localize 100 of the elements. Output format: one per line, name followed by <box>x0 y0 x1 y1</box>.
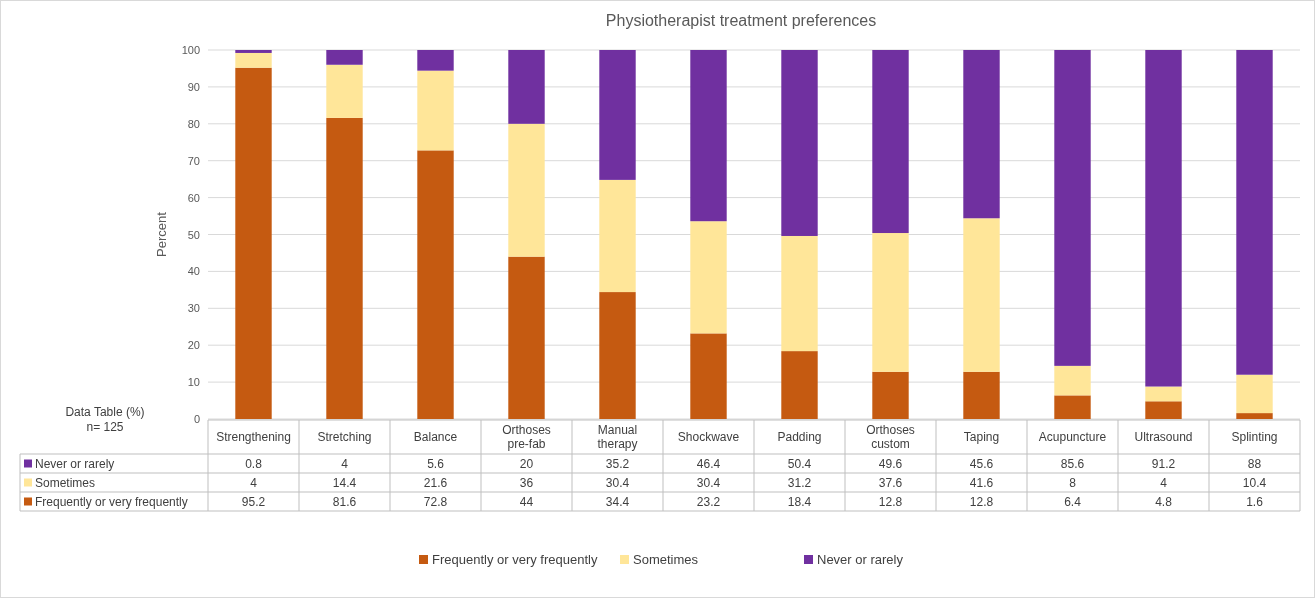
bar <box>1145 401 1182 419</box>
x-tick-label: Shockwave <box>677 430 740 444</box>
y-tick-label: 60 <box>187 191 200 204</box>
text: n= 125 <box>86 420 124 434</box>
data-label: 23.2 <box>696 494 721 509</box>
bar <box>781 235 818 352</box>
bar <box>1236 50 1273 375</box>
x-tick-label: Stretching <box>317 430 372 444</box>
bar <box>599 50 636 180</box>
x-tick-label: Manual therapy <box>597 423 638 451</box>
bar <box>326 117 363 419</box>
bar <box>417 50 454 71</box>
x-tick-label: Strengthening <box>216 430 291 444</box>
x-tick-label: Taping <box>963 430 1000 444</box>
data-label: 88 <box>1247 456 1262 471</box>
data-label: 41.6 <box>969 475 994 490</box>
data-label: 4 <box>250 475 258 490</box>
data-label: 35.2 <box>605 456 630 471</box>
bar <box>508 50 545 124</box>
bar <box>1236 374 1273 414</box>
bar <box>417 70 454 151</box>
y-tick-label: 100 <box>181 44 200 56</box>
data-label: 30.4 <box>605 475 630 490</box>
y-tick-label: 0 <box>193 413 200 425</box>
bar <box>963 50 1000 219</box>
y-tick-label: 30 <box>187 302 200 315</box>
bar <box>963 218 1000 372</box>
bar <box>417 150 454 419</box>
chart-title: Physiotherapist treatment preferences <box>605 12 877 29</box>
bar <box>235 67 272 419</box>
bar <box>1236 413 1273 419</box>
data-label: 1.6 <box>1246 494 1264 509</box>
y-axis-title: Percent <box>154 211 169 257</box>
legend-label: Frequently or very frequently <box>35 494 188 509</box>
data-label: 50.4 <box>787 456 812 471</box>
data-label: 81.6 <box>332 494 357 509</box>
x-tick-label: Padding <box>777 430 822 444</box>
data-label: 45.6 <box>969 456 994 471</box>
y-tick-label: 70 <box>187 154 200 167</box>
y-tick-label: 20 <box>187 339 200 352</box>
text: Data Table (%) <box>65 405 145 419</box>
data-label: 30.4 <box>696 475 721 490</box>
data-label: 34.4 <box>605 494 630 509</box>
x-tick-label: Ultrasound <box>1134 430 1193 444</box>
legend-label: Never or rarely <box>35 456 115 471</box>
data-label: 6.4 <box>1064 494 1082 509</box>
data-label: 14.4 <box>332 475 357 490</box>
bar <box>235 50 272 53</box>
bar <box>781 50 818 236</box>
data-label: 44 <box>519 494 534 509</box>
y-tick-label: 50 <box>187 228 200 241</box>
bar <box>1145 50 1182 387</box>
x-tick-label: Orthoses pre-fab <box>502 423 551 451</box>
data-label: 91.2 <box>1151 456 1176 471</box>
data-label: 8 <box>1069 475 1077 490</box>
bar <box>690 50 727 222</box>
bar <box>872 233 909 372</box>
bar <box>326 64 363 118</box>
bar <box>235 52 272 68</box>
bar <box>781 351 818 419</box>
text: Sometimes <box>35 475 96 490</box>
bar <box>963 371 1000 419</box>
bar <box>508 123 545 257</box>
data-label: 0.8 <box>245 456 263 471</box>
bar <box>1054 395 1091 419</box>
bar <box>690 221 727 334</box>
bar <box>508 256 545 419</box>
bar <box>690 333 727 419</box>
data-label: 72.8 <box>423 494 448 509</box>
bar <box>1145 386 1182 402</box>
y-tick-label: 10 <box>187 376 200 389</box>
y-tick-label: 40 <box>187 265 200 278</box>
x-tick-label: Balance <box>413 430 458 444</box>
data-label: 46.4 <box>696 456 721 471</box>
data-label: 12.8 <box>969 494 994 509</box>
bar <box>1054 365 1091 396</box>
x-tick-label: Orthoses custom <box>866 423 915 451</box>
data-label: 18.4 <box>787 494 812 509</box>
bar <box>872 50 909 234</box>
data-label: 36 <box>519 475 534 490</box>
data-label: 4.8 <box>1155 494 1173 509</box>
x-tick-label: Acupuncture <box>1038 430 1107 444</box>
data-label: 10.4 <box>1242 475 1267 490</box>
legend-item: Never or rarely <box>804 552 903 567</box>
data-label: 95.2 <box>241 494 266 509</box>
data-label: 85.6 <box>1060 456 1085 471</box>
data-label: 4 <box>1160 475 1168 490</box>
y-tick-label: 90 <box>187 80 200 93</box>
bar <box>1054 50 1091 366</box>
legend-label: Sometimes <box>633 552 699 567</box>
bar <box>599 179 636 293</box>
legend-item: Sometimes <box>620 552 699 567</box>
data-label: 21.6 <box>423 475 448 490</box>
y-tick-label: 80 <box>187 117 200 130</box>
data-label: 5.6 <box>427 456 445 471</box>
data-label: 49.6 <box>878 456 903 471</box>
bar <box>326 50 363 65</box>
x-tick-label: Splinting <box>1231 430 1278 444</box>
bar <box>599 292 636 419</box>
data-label: 37.6 <box>878 475 903 490</box>
